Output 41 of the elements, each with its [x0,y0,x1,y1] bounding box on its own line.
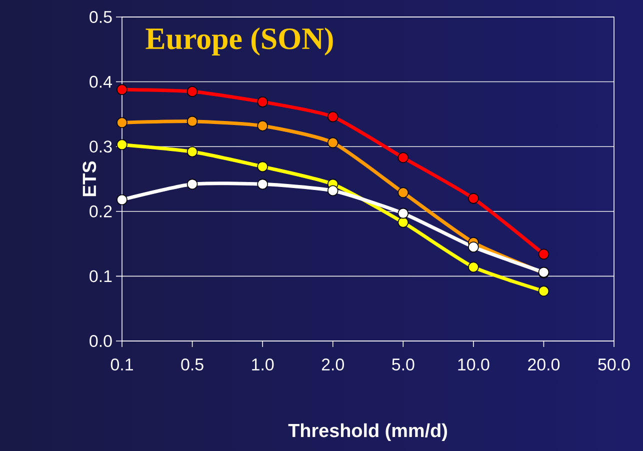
point [257,120,268,132]
point [398,208,409,219]
y-tick-label: 0.5 [90,10,112,23]
y-tick-label: 0.1 [90,270,112,282]
x-tick-label: 0.1 [110,358,133,371]
x-tick-label: 5.0 [392,358,414,371]
x-tick-label: 2.0 [322,358,344,371]
x-tick-label: 1.0 [252,358,274,371]
point [538,286,550,296]
point [186,86,198,97]
x-tick-label: 10.0 [458,358,490,371]
point [468,193,479,204]
x-axis-title: Threshold (mm/d) [288,423,447,441]
point [398,152,409,164]
point [116,194,128,206]
point [186,146,198,158]
point [468,242,479,252]
y-tick-label: 0.4 [90,76,112,88]
point [186,116,198,127]
point [327,137,338,148]
chart-title: Europe (SON) [146,27,333,56]
y-tick-label: 0.2 [90,205,112,218]
x-tick-label: 20.0 [528,358,560,371]
y-tick-label: 0.3 [90,140,112,153]
point [116,139,128,150]
x-tick-label: 50.0 [598,358,630,371]
point [257,178,268,190]
point [327,185,338,196]
point [468,262,479,273]
point [257,96,268,108]
point [327,111,338,122]
x-tick-label: 0.5 [181,358,204,371]
point [257,161,268,172]
y-tick-label: 0.0 [90,334,112,347]
point [398,217,409,228]
y-axis-title: ETS [82,161,96,196]
point [398,187,409,198]
point [538,248,550,260]
point [116,84,128,95]
point [116,117,128,128]
point [186,178,198,190]
